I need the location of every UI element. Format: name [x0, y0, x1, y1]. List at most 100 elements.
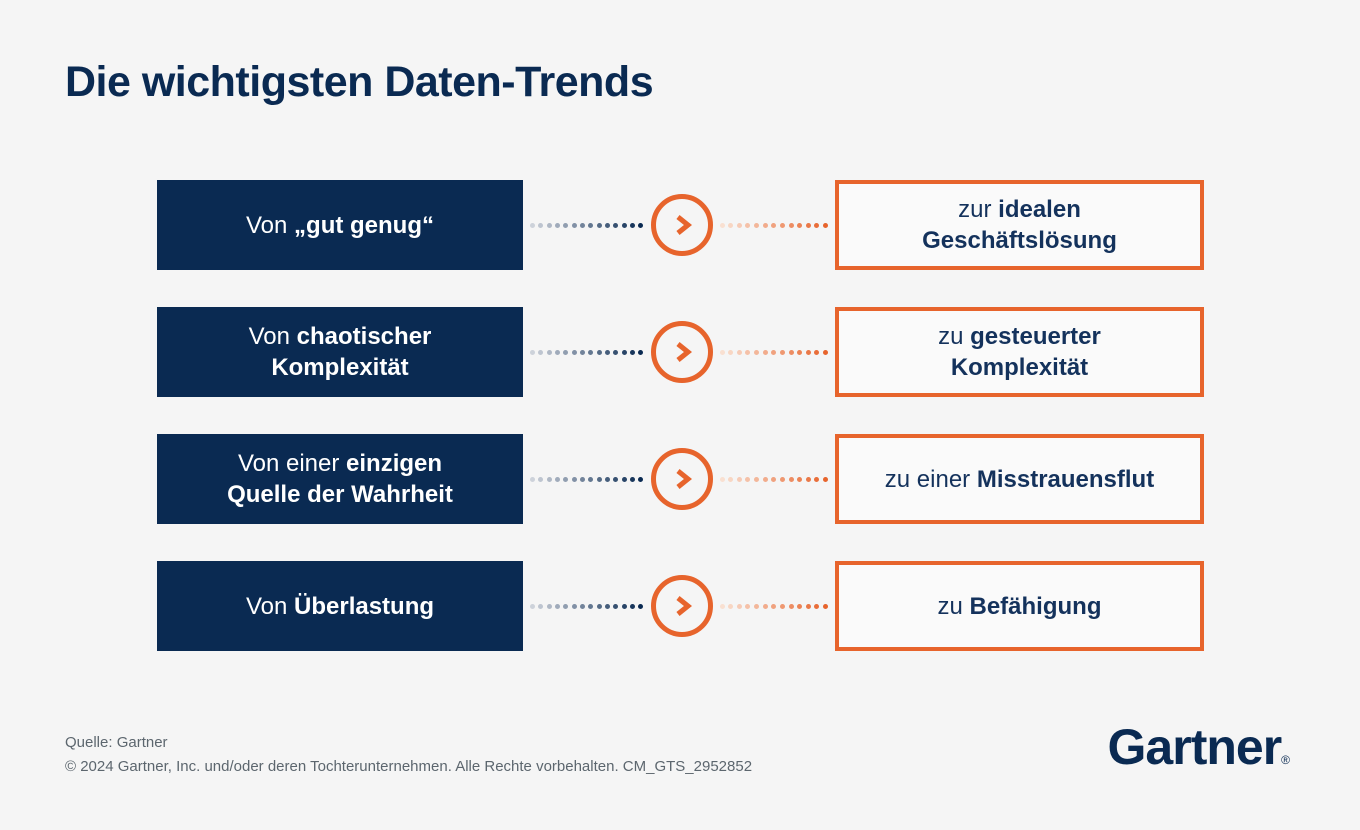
dot: [571, 222, 577, 228]
text-line: Von chaotischer: [248, 323, 432, 350]
dot: [728, 222, 734, 228]
dot: [805, 476, 811, 482]
dot: [605, 603, 611, 609]
chevron-right-icon: [675, 342, 692, 362]
from-box: Von Überlastung: [157, 561, 523, 651]
dot: [788, 603, 794, 609]
trend-rows: Von „gut genug“ zur idealen Geschäftslösu…: [157, 180, 1204, 651]
dot: [613, 476, 619, 482]
dot: [621, 603, 627, 609]
dot: [605, 349, 611, 355]
dot: [728, 603, 734, 609]
from-box: Von chaotischer Komplexität: [157, 307, 523, 397]
text-line: Komplexität: [950, 354, 1089, 381]
dot: [530, 349, 535, 355]
text-line: zu Befähigung: [937, 592, 1102, 620]
dot: [823, 349, 828, 355]
dot: [797, 349, 803, 355]
dot: [546, 476, 552, 482]
dot: [613, 603, 619, 609]
dotted-connector-left: [523, 349, 651, 355]
registered-mark: ®: [1281, 753, 1290, 767]
dot: [613, 222, 619, 228]
dot: [571, 603, 577, 609]
dot: [596, 349, 602, 355]
to-box: zu einer Misstrauensflut: [835, 434, 1204, 524]
dot: [571, 349, 577, 355]
dot: [719, 603, 725, 609]
dotted-connector-left: [523, 222, 651, 228]
dot: [630, 222, 636, 228]
dot: [805, 603, 811, 609]
dot: [555, 603, 561, 609]
footer-copyright: © 2024 Gartner, Inc. und/oder deren Toch…: [65, 758, 753, 775]
dot: [754, 603, 759, 609]
dot: [754, 222, 759, 228]
dot: [814, 222, 820, 228]
text-line: zu einer Misstrauensflut: [884, 465, 1155, 493]
dotted-connector-right: [713, 476, 836, 482]
dot: [580, 603, 586, 609]
dot: [736, 476, 742, 482]
dot: [563, 476, 569, 482]
dot: [596, 603, 602, 609]
dot: [823, 476, 828, 482]
dot: [588, 222, 594, 228]
dot: [762, 349, 768, 355]
dot: [530, 603, 535, 609]
page-title: Die wichtigsten Daten-Trends: [65, 58, 654, 106]
dot: [530, 222, 535, 228]
from-box: Von „gut genug“: [157, 180, 523, 270]
dot: [788, 476, 794, 482]
dot: [745, 349, 751, 355]
dot: [613, 349, 619, 355]
dot: [745, 476, 751, 482]
arrow-circle: [650, 448, 713, 510]
dot: [762, 603, 768, 609]
dot: [530, 476, 535, 482]
dot: [728, 349, 734, 355]
text-line: Komplexität: [271, 354, 409, 381]
dot: [555, 349, 561, 355]
arrow-circle: [650, 194, 713, 256]
dot: [805, 349, 811, 355]
chevron-right-icon: [675, 596, 692, 616]
dot: [797, 222, 803, 228]
dot: [719, 222, 725, 228]
dot: [823, 222, 828, 228]
dot: [588, 476, 594, 482]
footer-source: Quelle: Gartner: [65, 734, 168, 751]
dot: [546, 222, 552, 228]
dot: [638, 222, 644, 228]
dot: [814, 603, 820, 609]
dot: [580, 349, 586, 355]
dot: [745, 603, 751, 609]
dot: [779, 476, 785, 482]
dot: [771, 222, 777, 228]
dot: [621, 476, 627, 482]
dot: [630, 603, 636, 609]
dot: [754, 476, 759, 482]
dot: [580, 222, 586, 228]
dot: [596, 476, 602, 482]
dot: [638, 476, 644, 482]
dot: [563, 349, 569, 355]
dot: [588, 349, 594, 355]
dotted-connector-left: [523, 476, 651, 482]
dotted-connector-left: [523, 603, 651, 609]
trend-row: Von „gut genug“ zur idealen Geschäftslösu…: [157, 180, 1204, 270]
dot: [588, 603, 594, 609]
gartner-logo: Gartner®: [1108, 718, 1290, 776]
dot: [797, 476, 803, 482]
trend-row: Von Überlastung zu Befähigung: [157, 561, 1204, 651]
trend-row: Von chaotischer Komplexität zu gesteuerte…: [157, 307, 1204, 397]
from-box: Von einer einzigen Quelle der Wahrheit: [157, 434, 523, 524]
dot: [605, 222, 611, 228]
dot: [779, 349, 785, 355]
dot: [745, 222, 751, 228]
dot: [797, 603, 803, 609]
dot: [771, 349, 777, 355]
dot: [771, 476, 777, 482]
dot: [580, 476, 586, 482]
text-line: Von einer einzigen: [237, 450, 443, 477]
